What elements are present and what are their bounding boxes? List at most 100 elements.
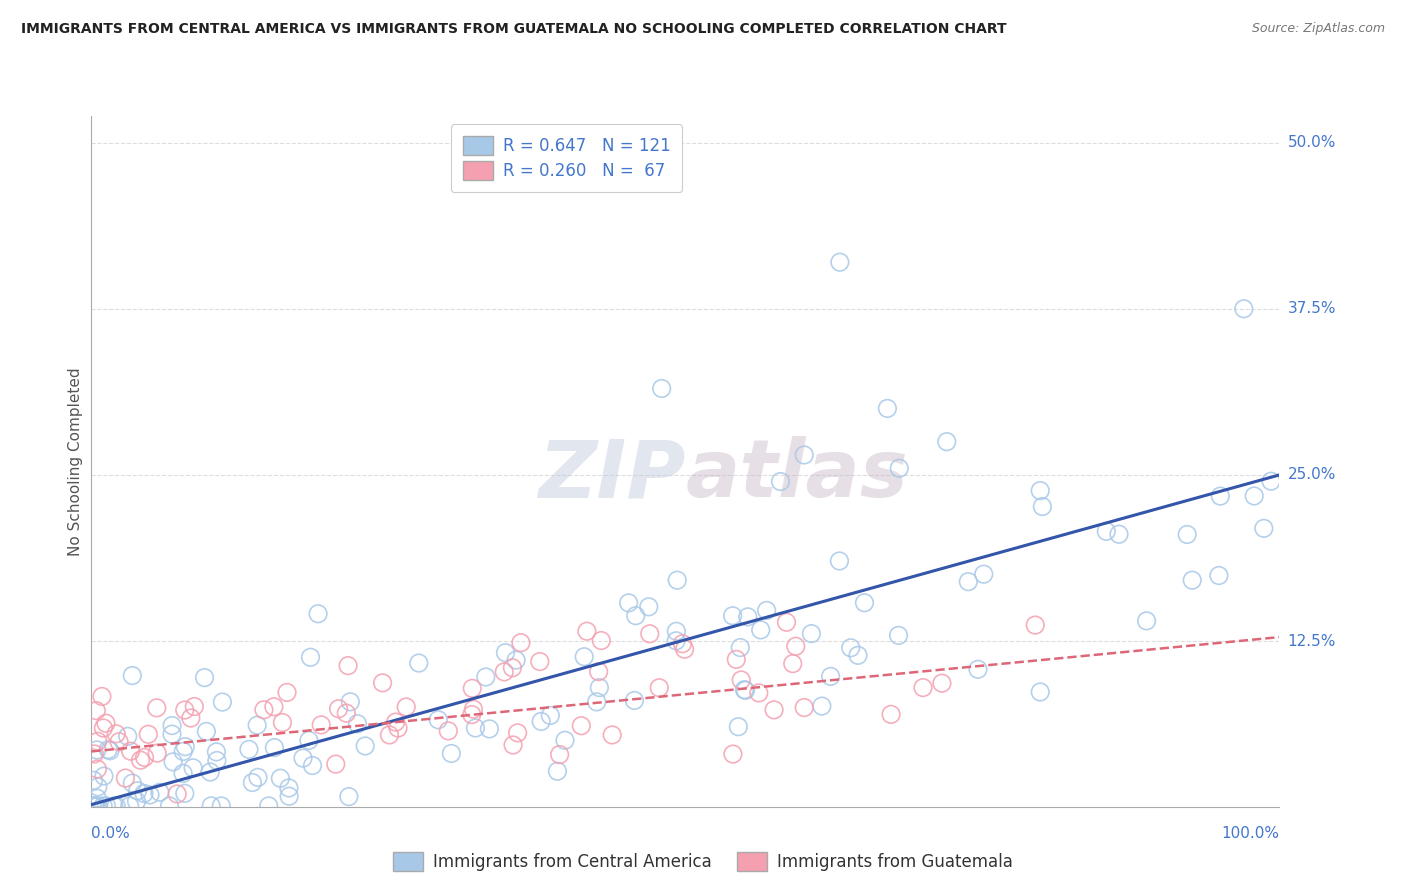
Point bbox=[617, 596, 640, 610]
Point bbox=[494, 646, 516, 660]
Point bbox=[648, 681, 671, 695]
Point bbox=[461, 681, 484, 696]
Point bbox=[309, 718, 332, 732]
Point bbox=[1175, 527, 1198, 541]
Point bbox=[1029, 685, 1052, 699]
Point bbox=[1108, 527, 1130, 541]
Point bbox=[1029, 483, 1052, 498]
Point bbox=[160, 718, 183, 732]
Point bbox=[292, 751, 315, 765]
Point bbox=[271, 715, 294, 730]
Text: 25.0%: 25.0% bbox=[1288, 467, 1336, 483]
Point bbox=[730, 640, 752, 655]
Text: atlas: atlas bbox=[685, 436, 908, 515]
Point bbox=[846, 648, 869, 663]
Point bbox=[339, 695, 361, 709]
Point bbox=[585, 695, 607, 709]
Point bbox=[665, 624, 688, 639]
Point bbox=[1095, 524, 1118, 539]
Point bbox=[775, 615, 797, 630]
Point bbox=[1135, 614, 1157, 628]
Point bbox=[638, 627, 661, 641]
Point bbox=[174, 739, 197, 754]
Point bbox=[277, 780, 299, 795]
Point bbox=[588, 665, 610, 679]
Point bbox=[337, 789, 360, 804]
Point bbox=[354, 739, 377, 753]
Point bbox=[211, 695, 233, 709]
Point bbox=[769, 475, 792, 489]
Point bbox=[103, 799, 125, 814]
Point bbox=[505, 653, 527, 667]
Point bbox=[1243, 489, 1265, 503]
Point bbox=[325, 757, 347, 772]
Point bbox=[440, 747, 463, 761]
Point bbox=[160, 727, 183, 741]
Point bbox=[725, 652, 748, 666]
Point bbox=[83, 747, 105, 761]
Point bbox=[387, 721, 409, 735]
Point bbox=[782, 657, 804, 671]
Text: Source: ZipAtlas.com: Source: ZipAtlas.com bbox=[1251, 22, 1385, 36]
Point bbox=[200, 764, 222, 779]
Point bbox=[328, 702, 350, 716]
Point bbox=[121, 776, 143, 790]
Point bbox=[181, 761, 204, 775]
Point bbox=[83, 799, 105, 814]
Point bbox=[624, 608, 647, 623]
Text: 100.0%: 100.0% bbox=[1222, 827, 1279, 841]
Point bbox=[80, 799, 103, 814]
Point bbox=[730, 673, 752, 687]
Point bbox=[529, 655, 551, 669]
Point bbox=[93, 721, 115, 735]
Point bbox=[159, 799, 181, 814]
Text: 0.0%: 0.0% bbox=[91, 827, 131, 841]
Point bbox=[301, 758, 323, 772]
Point bbox=[118, 799, 141, 814]
Point bbox=[427, 713, 450, 727]
Point bbox=[554, 733, 576, 747]
Point bbox=[748, 686, 770, 700]
Point bbox=[1024, 618, 1046, 632]
Point bbox=[173, 703, 195, 717]
Point bbox=[665, 633, 688, 648]
Point bbox=[263, 740, 285, 755]
Point bbox=[205, 754, 228, 768]
Legend: R = 0.647   N = 121, R = 0.260   N =  67: R = 0.647 N = 121, R = 0.260 N = 67 bbox=[451, 124, 682, 192]
Point bbox=[461, 707, 484, 722]
Point bbox=[464, 721, 486, 735]
Point bbox=[546, 764, 568, 779]
Point bbox=[1181, 573, 1204, 587]
Point bbox=[839, 640, 862, 655]
Point bbox=[276, 685, 298, 699]
Point bbox=[183, 699, 205, 714]
Point bbox=[785, 640, 807, 654]
Point bbox=[763, 703, 786, 717]
Text: 50.0%: 50.0% bbox=[1288, 135, 1336, 150]
Point bbox=[94, 716, 117, 731]
Point bbox=[149, 785, 172, 799]
Point bbox=[136, 727, 159, 741]
Point bbox=[1209, 489, 1232, 503]
Point bbox=[205, 745, 228, 759]
Point bbox=[378, 728, 401, 742]
Point bbox=[651, 382, 673, 396]
Point bbox=[346, 716, 368, 731]
Point bbox=[408, 656, 430, 670]
Point bbox=[335, 706, 357, 721]
Point bbox=[509, 635, 531, 649]
Point bbox=[911, 681, 934, 695]
Point bbox=[820, 669, 842, 683]
Point bbox=[121, 668, 143, 682]
Point bbox=[86, 791, 108, 805]
Point bbox=[502, 738, 524, 752]
Point bbox=[278, 789, 301, 804]
Point bbox=[84, 799, 107, 814]
Point bbox=[548, 747, 571, 762]
Point bbox=[125, 794, 148, 808]
Point bbox=[478, 722, 501, 736]
Point bbox=[173, 786, 195, 800]
Point bbox=[727, 720, 749, 734]
Point bbox=[973, 567, 995, 582]
Point bbox=[1260, 474, 1282, 488]
